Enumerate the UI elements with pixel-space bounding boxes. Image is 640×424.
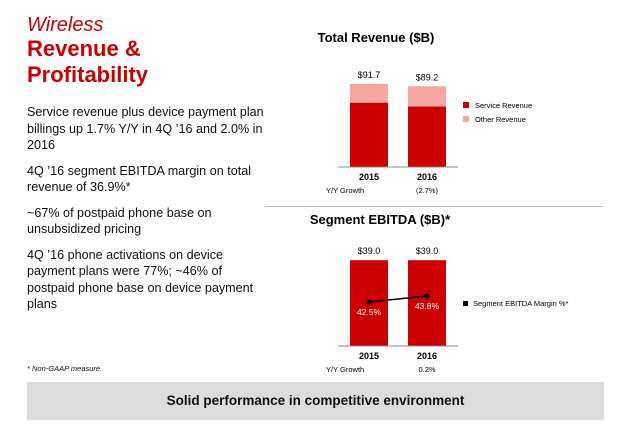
total-value-label: $89.2: [416, 72, 439, 82]
category-tick-label: 2015: [359, 172, 379, 182]
legend-swatch: [463, 301, 468, 306]
other-revenue-bar: [350, 83, 388, 103]
other-revenue-bar: [408, 86, 446, 107]
legend-label: Other Revenue: [475, 115, 526, 124]
ebitda-bar: [408, 260, 446, 346]
bullet-item: ~67% of postpaid phone base on unsubsidi…: [27, 205, 212, 237]
service-revenue-bar: [350, 102, 388, 167]
legend-label: Segment EBITDA Margin %*: [473, 299, 569, 308]
footnote: * Non-GAAP measure.: [27, 364, 103, 373]
legend-swatch: [463, 116, 469, 122]
legend-swatch: [463, 102, 469, 108]
total-revenue-chart: Total Revenue ($B) $91.7 2015 $89.2 2016 (2.7…: [318, 30, 533, 195]
summary-banner: Solid performance in competitive environ…: [27, 382, 604, 420]
slide-title: Wireless Revenue & Profitability: [27, 14, 148, 88]
chart-title: Segment EBITDA ($B)*: [310, 212, 451, 227]
category-tick-label: 2016: [417, 351, 437, 361]
growth-value-label: 0.2%: [418, 365, 435, 374]
title-line-revenue: Revenue &: [27, 36, 141, 61]
growth-row-label: Y/Y Growth: [326, 365, 364, 374]
category-tick-label: 2016: [417, 172, 437, 182]
bar-value-label: $39.0: [358, 246, 381, 256]
margin-line: [368, 295, 428, 303]
bullet-item: 4Q ’16 segment EBITDA margin on total re…: [27, 163, 251, 195]
service-revenue-bar: [408, 106, 446, 167]
chart-divider: [265, 206, 603, 207]
margin-value-label: 42.5%: [357, 307, 382, 317]
margin-point: [366, 299, 372, 305]
margin-point: [424, 293, 430, 299]
segment-ebitda-chart: Segment EBITDA ($B)* $39.0 2015 $39.0 2016 0.…: [310, 212, 569, 374]
legend-label: Service Revenue: [475, 101, 532, 110]
bar-value-label: $39.0: [416, 246, 439, 256]
chart-title: Total Revenue ($B): [318, 30, 435, 45]
bullet-list: Service revenue plus device payment plan…: [27, 104, 272, 322]
growth-row-label: Y/Y Growth: [326, 186, 364, 195]
bullet-item: Service revenue plus device payment plan…: [27, 105, 264, 152]
growth-value-label: (2.7%): [416, 186, 439, 195]
title-line-wireless: Wireless: [27, 14, 104, 36]
margin-value-label: 43.8%: [415, 301, 440, 311]
category-tick-label: 2015: [359, 351, 379, 361]
title-line-profitability: Profitability: [27, 62, 149, 87]
total-value-label: $91.7: [358, 70, 381, 80]
bullet-item: 4Q ’16 phone activations on device payme…: [27, 247, 254, 312]
